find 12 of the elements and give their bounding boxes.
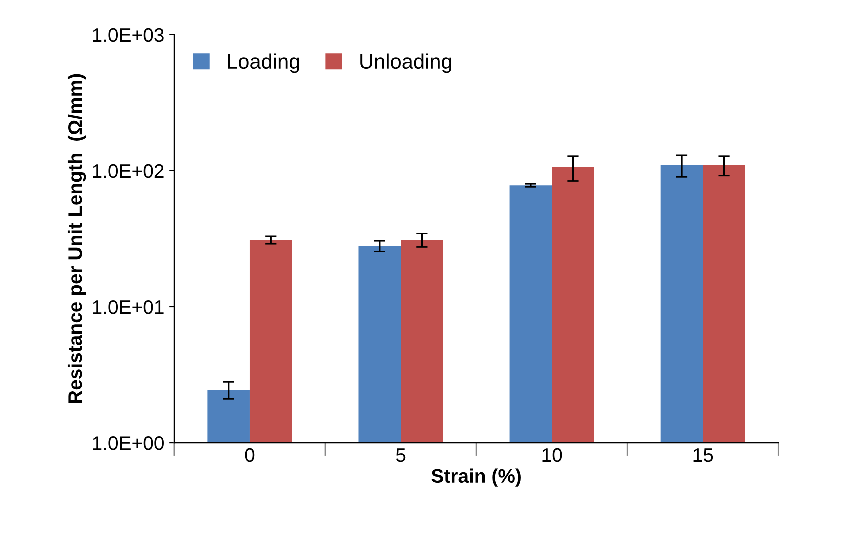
y-tick-label: 1.0E+00 [93,436,164,450]
x-tick-label: 5 [396,448,406,462]
x-axis-title: Strain (%) [432,468,521,487]
y-tick-label: 1.0E+03 [93,28,164,42]
legend-label: Loading [228,54,300,74]
x-tick-label: 15 [694,448,714,462]
y-tick-label: 1.0E+02 [93,164,164,178]
x-tick-label: 0 [245,448,255,462]
y-tick-label: 1.0E+01 [93,300,164,314]
y-axis-title: Resistance per Unit Length (Ω/mm) [68,74,86,404]
x-tick-label: 10 [542,448,562,462]
legend-label: Unloading [360,54,452,74]
